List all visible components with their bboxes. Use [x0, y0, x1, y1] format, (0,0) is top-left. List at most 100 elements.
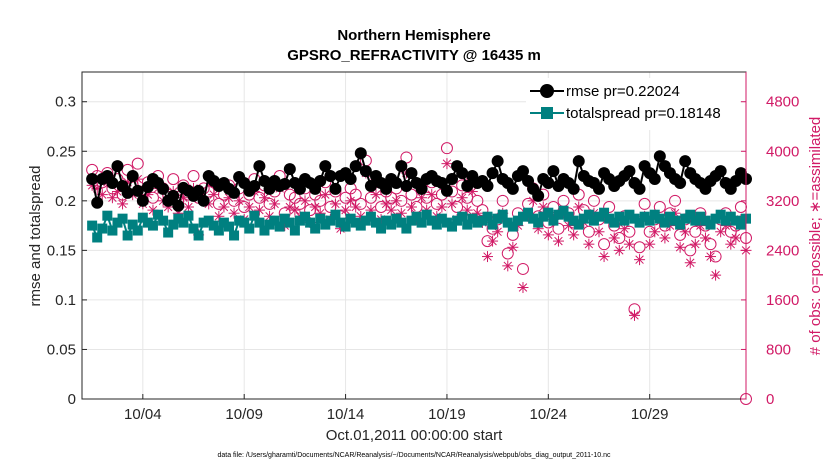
totalspread-point: [594, 211, 605, 222]
assimilated-obs-point: [340, 204, 352, 216]
totalspread-point: [720, 215, 731, 226]
rmse-point: [131, 184, 144, 197]
rmse-point: [400, 179, 413, 192]
rmse-point: [623, 165, 636, 178]
totalspread-point: [649, 209, 660, 220]
totalspread-point: [335, 217, 346, 228]
totalspread-point: [568, 215, 579, 226]
rmse-point: [415, 182, 428, 195]
assimilated-obs-point: [684, 257, 696, 269]
totalspread-point: [497, 209, 508, 220]
totalspread-point: [239, 217, 250, 228]
totalspread-point: [223, 221, 234, 232]
totalspread-point: [122, 230, 133, 241]
legend-spread-label: totalspread pr=0.18148: [566, 105, 721, 122]
totalspread-point: [578, 213, 589, 224]
totalspread-point: [153, 209, 164, 220]
totalspread-point: [436, 213, 447, 224]
rmse-point: [126, 170, 139, 183]
assimilated-obs-point: [426, 189, 438, 201]
totalspread-point: [507, 221, 518, 232]
legend-rmse-label: rmse pr=0.22024: [566, 83, 680, 100]
assimilated-obs-point: [380, 198, 392, 210]
y-right-tick-label: 1600: [766, 292, 799, 309]
rmse-point: [542, 176, 555, 189]
y-right-tick-label: 0: [766, 391, 774, 408]
totalspread-point: [213, 225, 224, 236]
totalspread-point: [477, 215, 488, 226]
totalspread-point: [127, 219, 138, 230]
rmse-point: [248, 179, 261, 192]
totalspread-point: [137, 212, 148, 223]
rmse-point: [481, 179, 494, 192]
legend: rmse pr=0.22024 totalspread pr=0.18148: [526, 78, 740, 130]
rmse-point: [228, 186, 241, 199]
totalspread-point: [634, 217, 645, 228]
assimilated-obs-point: [284, 201, 296, 213]
totalspread-point: [107, 225, 118, 236]
totalspread-point: [528, 213, 539, 224]
assimilated-obs-point: [628, 309, 640, 321]
totalspread-point: [168, 219, 179, 230]
assimilated-obs-point: [583, 238, 595, 250]
totalspread-point: [188, 223, 199, 234]
totalspread-point: [249, 210, 260, 221]
assimilated-obs-point: [623, 238, 635, 250]
rmse-point: [157, 182, 170, 195]
assimilated-obs-point: [299, 195, 311, 207]
totalspread-point: [386, 219, 397, 230]
y-axis-left-label: rmse and totalspread: [27, 166, 44, 307]
rmse-point: [714, 165, 727, 178]
rmse-point: [532, 189, 545, 202]
totalspread-point: [360, 215, 371, 226]
totalspread-point: [102, 210, 113, 221]
totalspread-point: [705, 219, 716, 230]
rmse-point: [329, 182, 342, 195]
series-totalspread pr=0.18148: [87, 205, 751, 243]
rmse-point: [278, 177, 291, 190]
totalspread-point: [284, 217, 295, 228]
assimilated-obs-point: [502, 260, 514, 272]
assimilated-obs-point: [715, 226, 727, 238]
totalspread-point: [523, 207, 534, 218]
rmse-point: [506, 182, 519, 195]
rmse-point: [314, 175, 327, 187]
assimilated-obs-point: [710, 269, 722, 281]
totalspread-point: [482, 211, 493, 222]
rmse-point: [111, 160, 124, 173]
totalspread-point: [609, 217, 620, 228]
totalspread-point: [512, 215, 523, 226]
rmse-point: [344, 173, 357, 186]
totalspread-point: [715, 209, 726, 220]
x-tick-label: 10/19: [428, 406, 466, 423]
totalspread-point: [502, 217, 513, 228]
rmse-point: [390, 176, 403, 189]
rmse-point: [679, 155, 692, 168]
totalspread-point: [381, 215, 392, 226]
totalspread-point: [244, 223, 255, 234]
rmse-point: [440, 184, 453, 197]
totalspread-point: [178, 217, 189, 228]
assimilated-obs-point: [644, 238, 656, 250]
assimilated-obs-point: [659, 232, 671, 244]
totalspread-point: [558, 205, 569, 216]
totalspread-point: [675, 219, 686, 230]
rmse-point: [567, 182, 580, 195]
x-tick-label: 10/24: [530, 406, 568, 423]
rmse-point: [319, 160, 332, 173]
totalspread-point: [142, 217, 153, 228]
y-left-tick-label: 0.3: [55, 94, 76, 111]
totalspread-point: [670, 215, 681, 226]
assimilated-obs-point: [730, 232, 742, 244]
rmse-point: [572, 155, 585, 168]
assimilated-obs-point: [613, 244, 625, 256]
totalspread-point: [330, 209, 341, 220]
assimilated-obs-point: [481, 251, 493, 263]
totalspread-point: [350, 217, 361, 228]
assimilated-obs-point: [705, 251, 717, 263]
rmse-point: [653, 150, 666, 163]
assimilated-obs-point: [725, 238, 737, 250]
totalspread-point: [730, 215, 741, 226]
assimilated-obs-point: [117, 198, 129, 210]
